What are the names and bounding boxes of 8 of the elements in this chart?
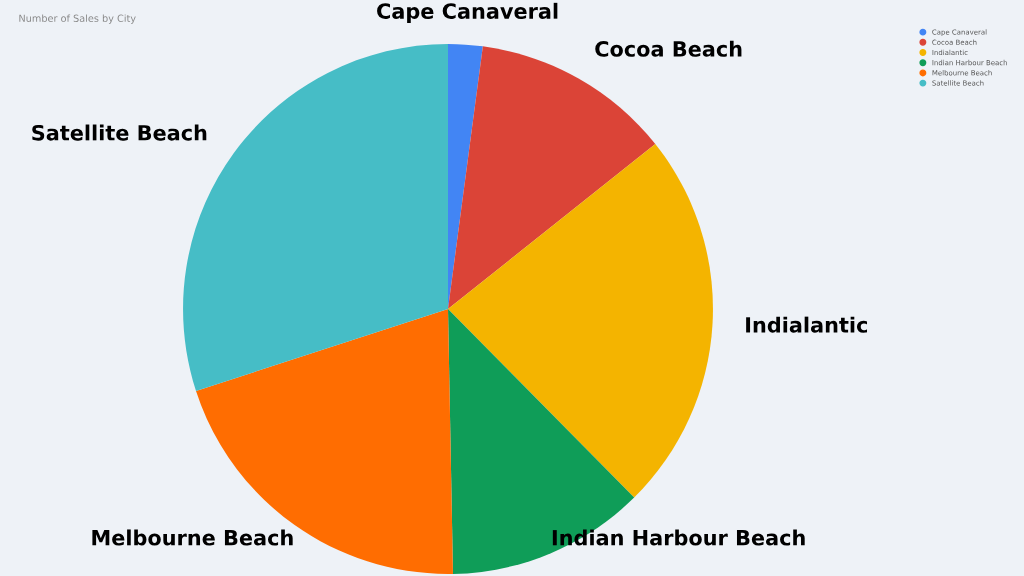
slice-label: Cape Canaveral — [377, 2, 558, 23]
slice-label: Indialantic — [746, 316, 868, 333]
slice-label: Cocoa Beach — [595, 40, 742, 57]
slice-label: Melbourne Beach — [92, 529, 293, 546]
pie-slice — [448, 144, 713, 498]
text: Number of Sales by City — [19, 14, 136, 24]
slice-label: Satellite Beach — [32, 124, 207, 141]
pie-slice — [448, 309, 635, 574]
